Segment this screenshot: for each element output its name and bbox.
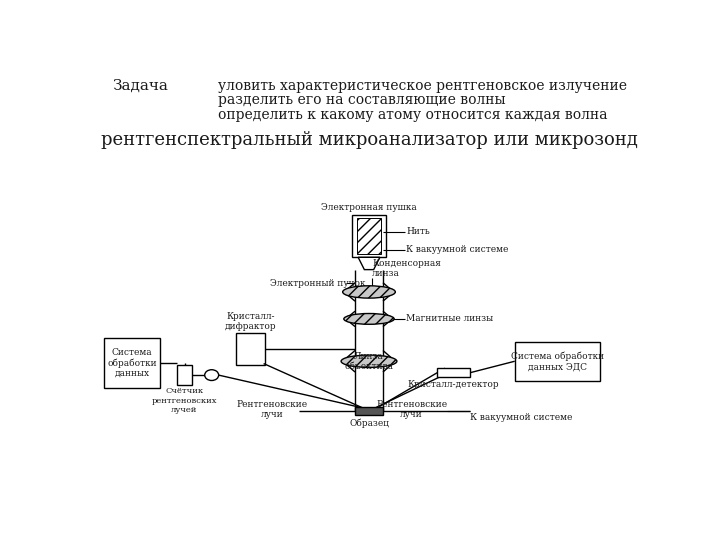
Text: Кристалл-детектор: Кристалл-детектор xyxy=(408,380,499,389)
Bar xyxy=(355,408,383,415)
Bar xyxy=(515,342,600,381)
Bar xyxy=(437,368,469,377)
Text: К вакуумной системе: К вакуумной системе xyxy=(406,245,508,254)
Bar xyxy=(104,338,160,388)
Text: уловить характеристическое рентгеновское излучение: уловить характеристическое рентгеновское… xyxy=(218,79,627,93)
Ellipse shape xyxy=(341,355,397,367)
Ellipse shape xyxy=(343,286,395,298)
Text: Линза
объектива: Линза объектива xyxy=(344,352,394,371)
Text: Нить: Нить xyxy=(406,227,430,237)
Text: Задача: Задача xyxy=(112,79,168,93)
Text: Рентгеновские
лучи: Рентгеновские лучи xyxy=(237,400,307,419)
Text: Образец: Образец xyxy=(349,418,389,428)
Bar xyxy=(352,215,386,257)
Text: Кристалл-
дифрактор: Кристалл- дифрактор xyxy=(225,312,276,331)
Ellipse shape xyxy=(204,370,219,381)
Text: Электронная пушка: Электронная пушка xyxy=(321,203,417,212)
Text: Конденсорная
линза: Конденсорная линза xyxy=(372,259,441,278)
Text: К вакуумной системе: К вакуумной системе xyxy=(469,413,572,422)
Text: Система обработки
данных ЭДС: Система обработки данных ЭДС xyxy=(510,352,604,371)
Text: Электронный пучок: Электронный пучок xyxy=(270,279,365,288)
Ellipse shape xyxy=(344,314,394,325)
Polygon shape xyxy=(358,257,380,269)
Text: рентгенспектральный микроанализатор или микрозонд: рентгенспектральный микроанализатор или … xyxy=(101,131,637,149)
Bar xyxy=(235,333,265,365)
Text: Система
обработки
данных: Система обработки данных xyxy=(107,348,157,378)
Text: Рентгеновские
лучи: Рентгеновские лучи xyxy=(376,400,447,419)
Bar xyxy=(177,365,192,385)
Text: Магнитные линзы: Магнитные линзы xyxy=(406,314,493,323)
Bar xyxy=(356,218,382,254)
Text: определить к какому атому относится каждая волна: определить к какому атому относится кажд… xyxy=(218,108,608,122)
Text: разделить его на составляющие волны: разделить его на составляющие волны xyxy=(218,93,505,107)
Text: Счётчик
рентгеновских
лучей: Счётчик рентгеновских лучей xyxy=(152,387,217,414)
